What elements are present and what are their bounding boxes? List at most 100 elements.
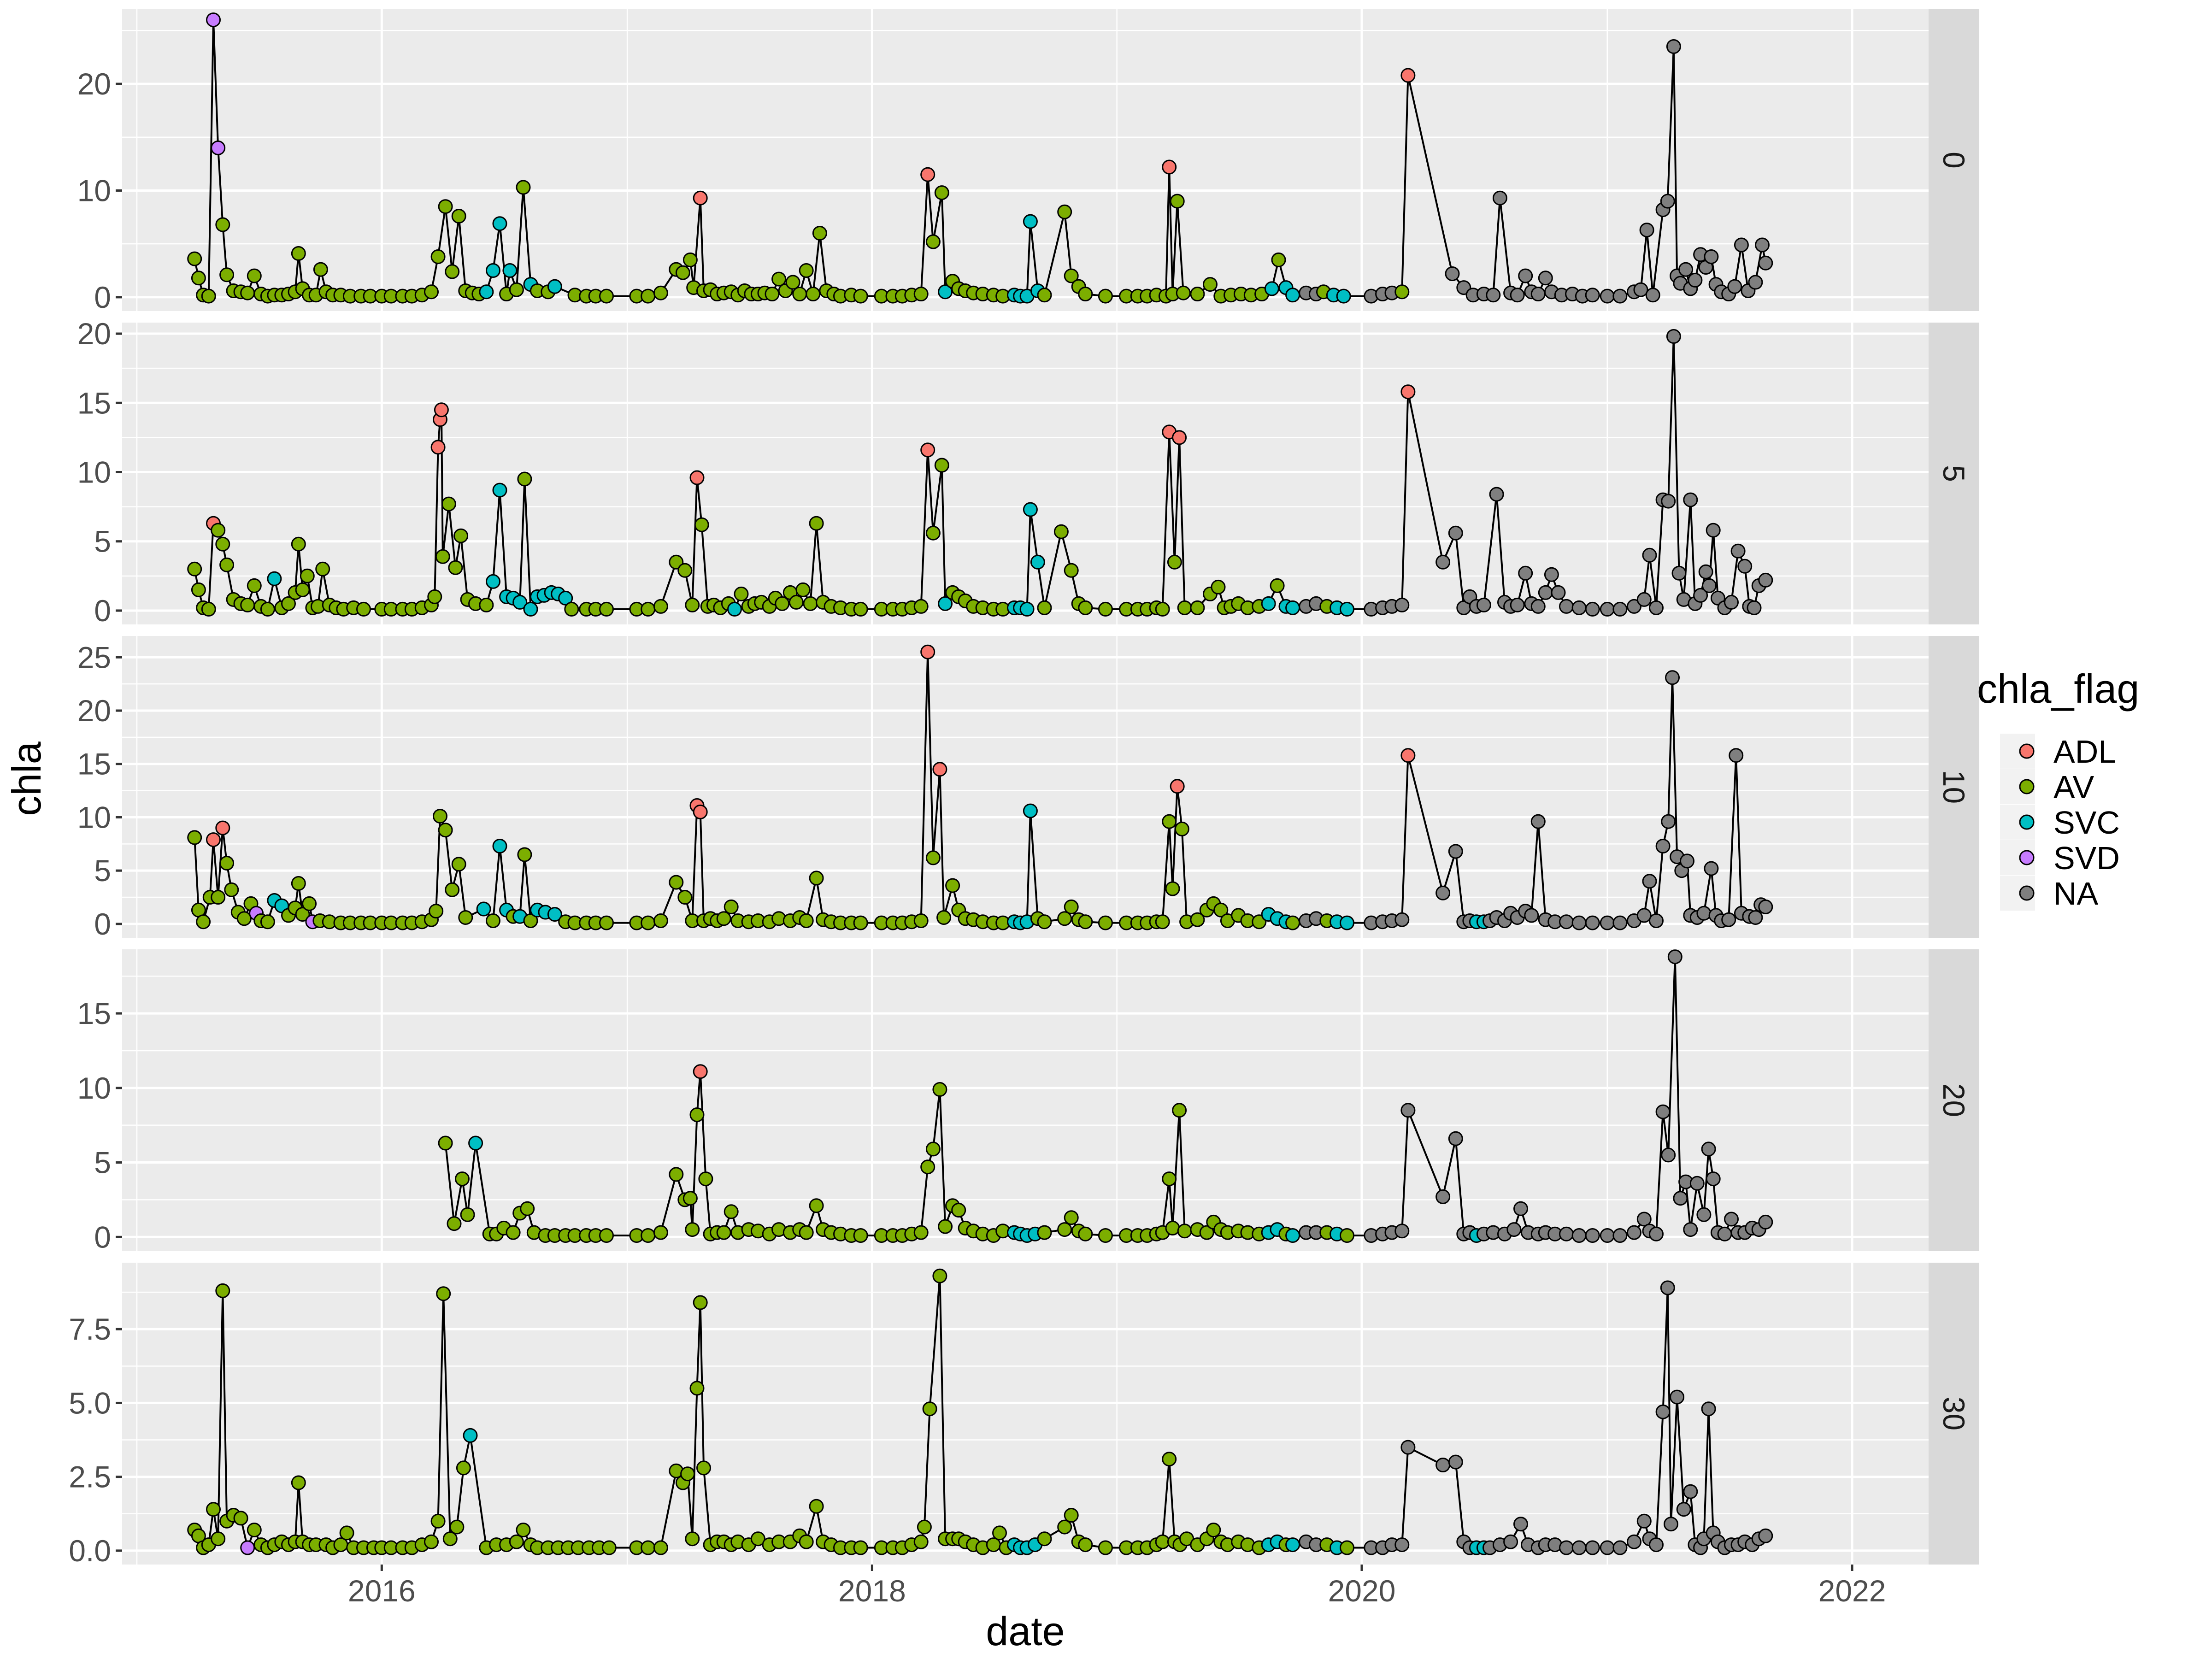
data-point	[1019, 601, 1035, 617]
data-point	[1585, 915, 1600, 930]
legend-key-adl	[2019, 743, 2035, 759]
data-point	[1078, 1226, 1093, 1241]
data-point	[1518, 268, 1533, 283]
data-point	[486, 574, 500, 589]
data-point	[1037, 288, 1052, 303]
data-point	[806, 287, 821, 301]
data-point	[215, 217, 230, 232]
data-point	[219, 557, 235, 572]
data-point	[653, 913, 668, 928]
data-point	[1724, 594, 1739, 610]
data-point	[458, 910, 473, 925]
data-point	[1506, 1222, 1522, 1237]
data-point	[917, 1519, 932, 1535]
data-point	[502, 263, 518, 278]
data-point	[1730, 543, 1746, 559]
data-point	[920, 167, 935, 182]
data-point	[1702, 578, 1717, 593]
data-point	[1098, 601, 1113, 617]
facet-panels: 010200051015205051015202510051015200.02.…	[69, 9, 1979, 1568]
data-point	[492, 482, 507, 498]
data-point	[211, 140, 226, 155]
data-point	[1510, 288, 1525, 303]
data-point	[913, 599, 929, 614]
data-point	[716, 911, 731, 926]
data-point	[694, 517, 709, 532]
data-point	[1600, 288, 1615, 304]
x-axis: 2016 2018 2020 2022	[348, 1565, 1886, 1608]
data-point	[599, 601, 614, 617]
data-point	[932, 762, 947, 777]
y-tick-label: 10	[77, 1071, 111, 1105]
y-tick-label: 0	[94, 280, 111, 314]
data-point	[456, 1460, 471, 1476]
data-point	[211, 1531, 226, 1547]
data-point	[1162, 1452, 1177, 1467]
data-point	[1530, 814, 1546, 829]
data-point	[247, 268, 262, 283]
data-point	[685, 1531, 700, 1547]
data-point	[1030, 554, 1045, 570]
data-point	[1734, 237, 1749, 253]
data-point	[693, 190, 708, 206]
data-point	[599, 288, 614, 304]
y-tick-label: 0.0	[69, 1534, 111, 1568]
data-point	[1064, 899, 1079, 914]
data-point	[1285, 600, 1300, 615]
data-point	[925, 525, 941, 541]
data-point	[191, 271, 206, 286]
data-point	[476, 901, 491, 917]
data-point	[1544, 567, 1559, 582]
data-point	[302, 896, 317, 911]
data-point	[1571, 1540, 1587, 1555]
data-point	[775, 596, 790, 611]
data-point	[523, 913, 538, 928]
data-point	[653, 1225, 668, 1240]
data-point	[1666, 329, 1681, 344]
data-point	[300, 568, 315, 583]
panel-background	[122, 323, 1929, 624]
data-point	[1758, 1214, 1773, 1230]
data-point	[669, 1167, 684, 1182]
facet-panel-5: 0 5 10 15 20 5	[77, 317, 1979, 628]
data-point	[1174, 821, 1189, 836]
data-point	[187, 561, 202, 577]
data-point	[1394, 1537, 1410, 1553]
data-point	[187, 251, 202, 266]
data-point	[1518, 565, 1533, 581]
data-point	[1513, 1201, 1528, 1216]
data-point	[516, 180, 531, 195]
data-point	[339, 1525, 354, 1541]
data-point	[479, 284, 494, 300]
data-point	[429, 904, 444, 919]
data-point	[291, 536, 306, 552]
data-point	[236, 911, 252, 926]
data-point	[765, 287, 780, 301]
data-point	[1435, 885, 1451, 900]
data-point	[219, 267, 235, 282]
data-point	[803, 596, 818, 611]
data-point	[447, 1216, 462, 1231]
data-point	[492, 216, 507, 231]
data-point	[599, 1228, 614, 1243]
data-point	[215, 1283, 230, 1298]
y-tick-label: 20	[77, 694, 111, 728]
data-point	[1023, 214, 1038, 229]
data-point	[1661, 494, 1676, 509]
data-point	[1688, 272, 1703, 288]
data-point	[201, 601, 216, 617]
data-point	[1445, 266, 1460, 281]
data-point	[724, 899, 739, 914]
y-tick-label: 0	[94, 1220, 111, 1254]
y-tick-label: 15	[77, 386, 111, 420]
data-point	[809, 1499, 824, 1514]
y-tick-label: 7.5	[69, 1312, 111, 1346]
data-point	[1655, 839, 1671, 853]
data-point	[1661, 1147, 1676, 1163]
data-point	[1696, 1207, 1712, 1222]
data-point	[451, 857, 466, 872]
panel-background	[122, 949, 1929, 1251]
data-point	[1701, 1141, 1716, 1157]
data-point	[1098, 1540, 1113, 1555]
